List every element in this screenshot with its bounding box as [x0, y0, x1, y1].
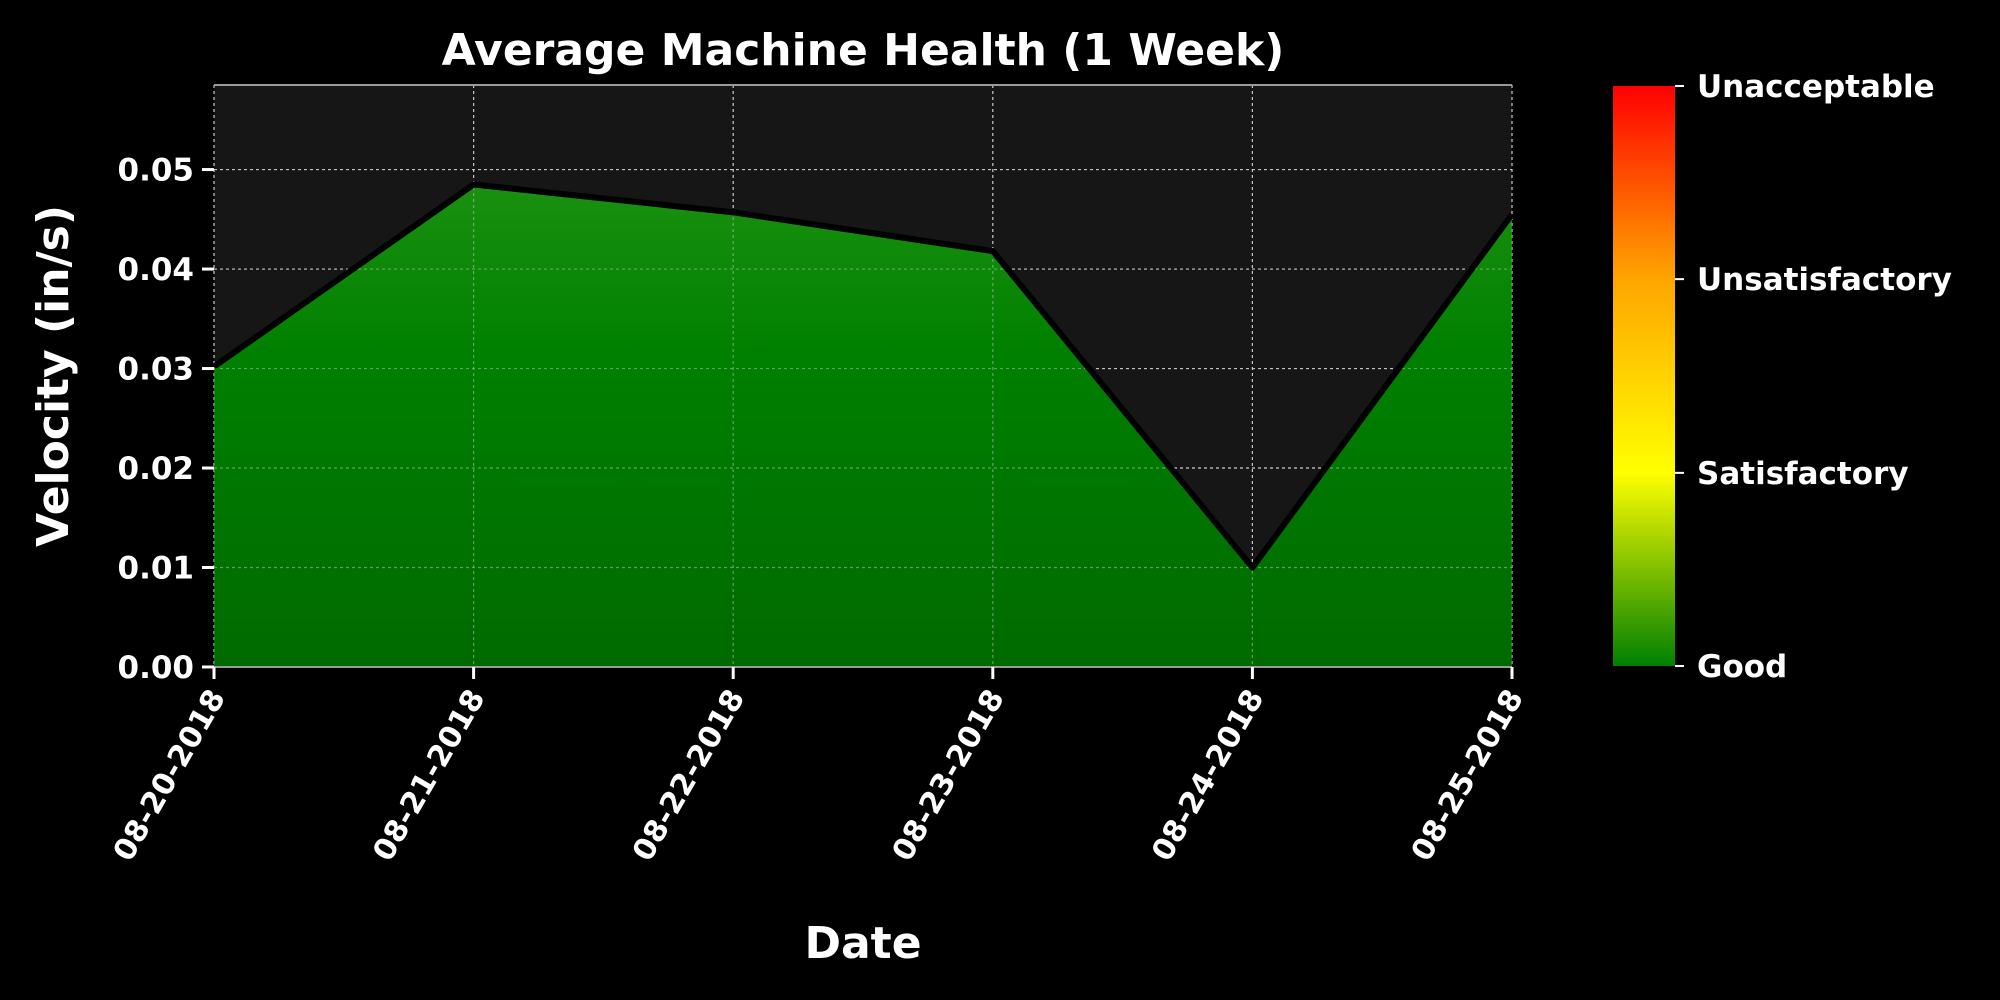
x-tick-label-5: 08-25-2018: [1405, 684, 1531, 868]
grid-overlay: [213, 85, 1513, 667]
y-tick-label-3: 0.03: [118, 352, 195, 388]
colorbar-label-2: Satisfactory: [1697, 456, 1909, 492]
y-axis: 0.00 0.01 0.02 0.03 0.04 0.05: [118, 153, 214, 686]
x-axis-label: Date: [804, 918, 921, 969]
colorbar-label-3: Good: [1697, 649, 1787, 685]
y-tick-label-5: 0.05: [118, 153, 195, 189]
series-line: [212, 181, 1515, 571]
y-tick-label-2: 0.02: [118, 451, 195, 487]
colorbar: [1613, 86, 1675, 666]
y-tick-label-4: 0.04: [118, 252, 195, 288]
colorbar-label-0: Unacceptable: [1697, 69, 1935, 105]
chart-title: Average Machine Health (1 Week): [442, 25, 1285, 76]
colorbar-ticks: Unacceptable Unsatisfactory Satisfactory Go…: [1675, 69, 1952, 685]
y-axis-label: Velocity (in/s): [28, 205, 79, 547]
x-tick-label-3: 08-23-2018: [885, 684, 1011, 868]
x-tick-label-2: 08-22-2018: [626, 684, 752, 868]
x-tick-label-1: 08-21-2018: [366, 684, 492, 868]
x-axis: 08-20-2018 08-21-2018 08-22-2018 08-23-2018…: [107, 667, 1531, 867]
colorbar-label-1: Unsatisfactory: [1697, 262, 1952, 298]
area-fill: [214, 184, 1512, 667]
y-tick-label-0: 0.00: [118, 650, 195, 686]
x-tick-label-4: 08-24-2018: [1145, 684, 1271, 868]
y-tick-label-1: 0.01: [118, 551, 195, 587]
x-tick-label-0: 08-20-2018: [107, 684, 233, 868]
